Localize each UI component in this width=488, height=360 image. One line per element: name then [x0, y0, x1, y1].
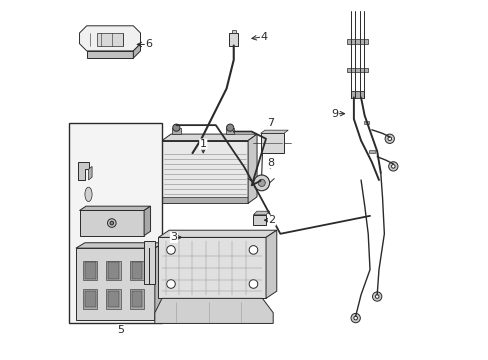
Bar: [69, 123, 162, 323]
Bar: [172, 128, 180, 134]
Polygon shape: [144, 206, 150, 235]
Circle shape: [190, 156, 194, 161]
Bar: [253, 215, 265, 225]
Polygon shape: [80, 206, 150, 211]
Bar: [158, 237, 265, 298]
Bar: [131, 291, 142, 307]
Bar: [85, 291, 96, 307]
Text: 7: 7: [266, 118, 273, 128]
Circle shape: [353, 316, 357, 320]
Polygon shape: [88, 166, 92, 180]
Polygon shape: [133, 44, 140, 58]
Polygon shape: [158, 230, 276, 237]
Circle shape: [350, 314, 360, 323]
Bar: [85, 262, 96, 279]
Bar: [260, 134, 284, 153]
Bar: [350, 91, 363, 98]
Bar: [131, 262, 142, 279]
Polygon shape: [155, 243, 163, 320]
Bar: [83, 289, 97, 309]
Circle shape: [249, 246, 257, 254]
Circle shape: [253, 175, 269, 191]
Bar: [83, 261, 97, 280]
Bar: [229, 33, 238, 45]
Polygon shape: [253, 211, 269, 215]
Circle shape: [110, 221, 113, 225]
Bar: [368, 149, 374, 153]
Bar: [162, 197, 247, 203]
Polygon shape: [162, 134, 257, 140]
Circle shape: [187, 153, 197, 163]
Polygon shape: [86, 51, 133, 58]
Bar: [129, 261, 144, 280]
Bar: [162, 140, 247, 203]
Polygon shape: [260, 130, 287, 134]
Polygon shape: [144, 241, 155, 284]
Polygon shape: [247, 134, 257, 203]
Bar: [225, 128, 234, 134]
Circle shape: [388, 162, 397, 171]
Circle shape: [166, 280, 175, 288]
Text: 2: 2: [268, 215, 275, 225]
Circle shape: [384, 134, 394, 143]
Ellipse shape: [85, 187, 92, 202]
Polygon shape: [265, 230, 276, 298]
Bar: [97, 33, 122, 45]
Bar: [80, 211, 144, 235]
Text: 6: 6: [145, 40, 152, 49]
Circle shape: [166, 246, 175, 254]
Circle shape: [258, 179, 265, 186]
Circle shape: [107, 219, 116, 227]
Circle shape: [391, 165, 394, 168]
Text: 3: 3: [170, 232, 177, 242]
Bar: [76, 248, 155, 320]
Circle shape: [249, 280, 257, 288]
Circle shape: [226, 124, 233, 131]
Bar: [346, 68, 367, 72]
Bar: [363, 121, 368, 125]
Text: 4: 4: [260, 32, 267, 41]
Circle shape: [375, 295, 378, 298]
Bar: [231, 30, 235, 33]
Bar: [108, 291, 119, 307]
Circle shape: [172, 124, 180, 131]
Text: 1: 1: [200, 139, 206, 149]
Circle shape: [387, 137, 391, 140]
Text: 5: 5: [117, 325, 124, 335]
Text: 8: 8: [266, 158, 273, 168]
Text: 9: 9: [331, 109, 338, 119]
Polygon shape: [76, 243, 163, 248]
Bar: [106, 289, 121, 309]
Bar: [108, 262, 119, 279]
Polygon shape: [78, 162, 88, 180]
Bar: [346, 39, 367, 44]
Bar: [129, 289, 144, 309]
Circle shape: [372, 292, 381, 301]
Bar: [106, 261, 121, 280]
Polygon shape: [155, 298, 273, 323]
Polygon shape: [80, 26, 140, 51]
